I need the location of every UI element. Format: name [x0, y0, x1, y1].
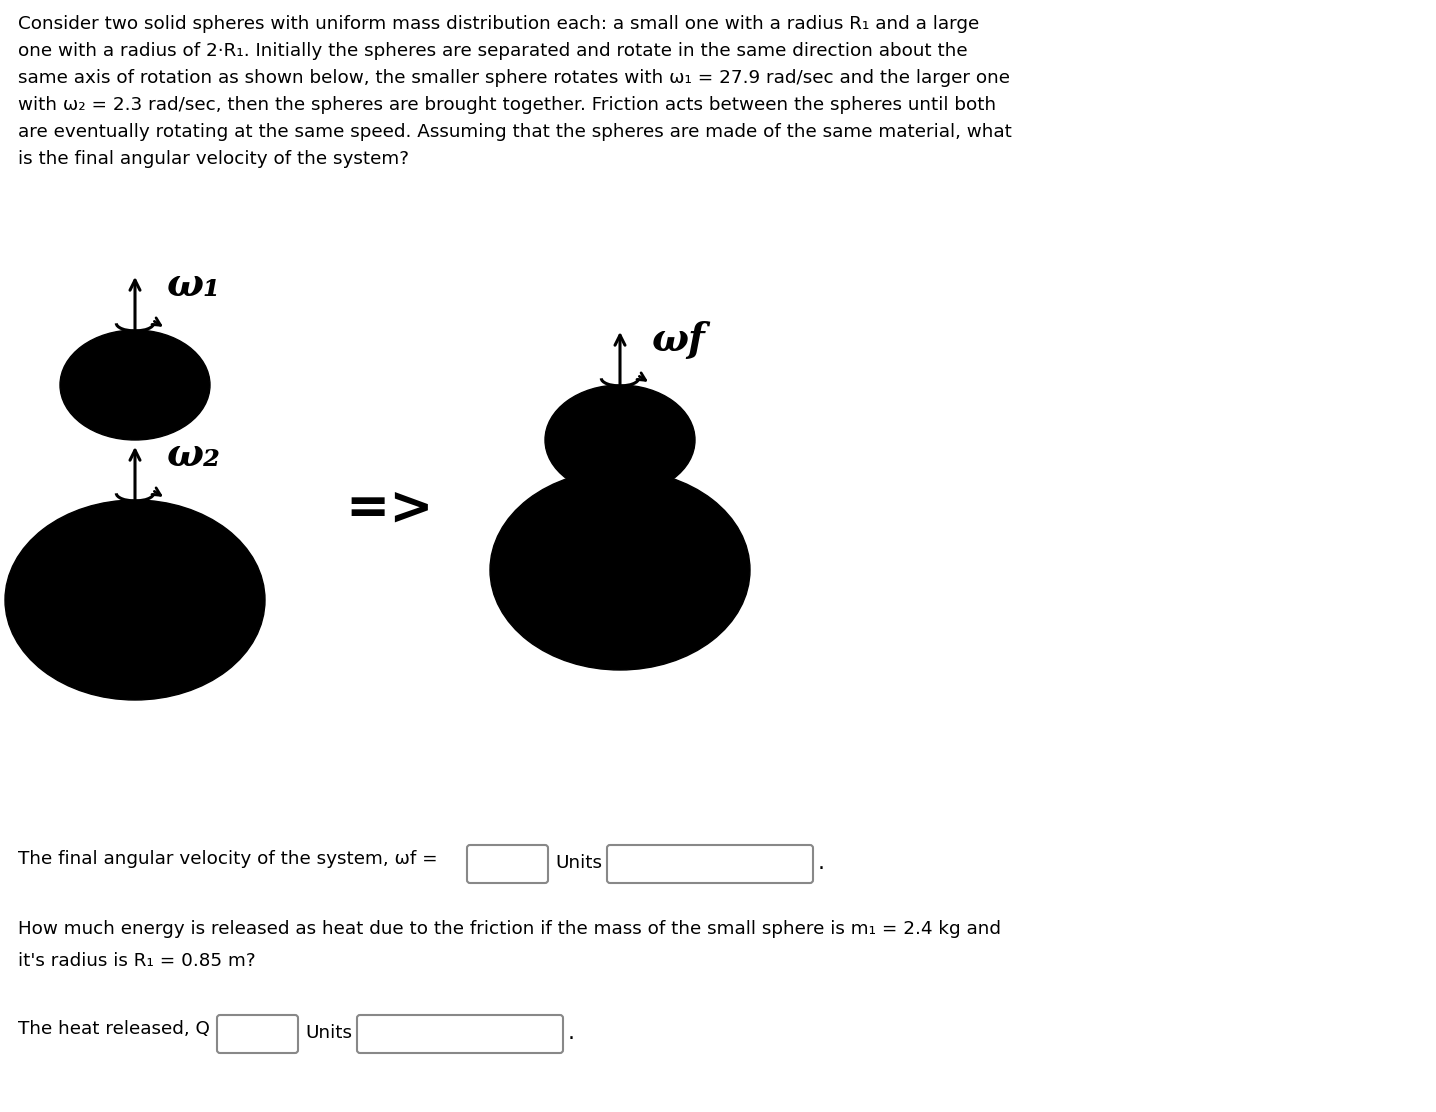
Text: =>: => [346, 484, 434, 536]
FancyBboxPatch shape [217, 1015, 299, 1053]
Text: The heat released, Q =: The heat released, Q = [19, 1020, 231, 1037]
Text: is the final angular velocity of the system?: is the final angular velocity of the sys… [19, 150, 409, 168]
Ellipse shape [60, 330, 210, 440]
Text: are eventually rotating at the same speed. Assuming that the spheres are made of: are eventually rotating at the same spee… [19, 123, 1012, 141]
Text: Consider two solid spheres with uniform mass distribution each: a small one with: Consider two solid spheres with uniform … [19, 14, 979, 33]
Ellipse shape [546, 385, 695, 495]
Text: Select an answer ∨: Select an answer ∨ [630, 854, 790, 872]
Text: one with a radius of 2·R₁. Initially the spheres are separated and rotate in the: one with a radius of 2·R₁. Initially the… [19, 42, 968, 60]
Text: it's radius is R₁ = 0.85 m?: it's radius is R₁ = 0.85 m? [19, 952, 256, 970]
Ellipse shape [490, 470, 750, 671]
Text: with ω₂ = 2.3 rad/sec, then the spheres are brought together. Friction acts betw: with ω₂ = 2.3 rad/sec, then the spheres … [19, 96, 997, 115]
Text: same axis of rotation as shown below, the smaller sphere rotates with ω₁ = 27.9 : same axis of rotation as shown below, th… [19, 69, 1010, 87]
Text: .: . [569, 1023, 574, 1043]
Text: Units: Units [554, 854, 602, 872]
Text: Select an answer ∨: Select an answer ∨ [381, 1024, 540, 1042]
Text: The final angular velocity of the system, ωf =: The final angular velocity of the system… [19, 850, 438, 868]
Text: ω₂: ω₂ [167, 436, 221, 474]
FancyBboxPatch shape [607, 845, 813, 883]
FancyBboxPatch shape [467, 845, 549, 883]
Text: How much energy is released as heat due to the friction if the mass of the small: How much energy is released as heat due … [19, 920, 1001, 939]
FancyBboxPatch shape [358, 1015, 563, 1053]
Text: .: . [819, 853, 826, 873]
Text: ωf: ωf [652, 321, 705, 359]
Text: ω₁: ω₁ [167, 266, 221, 304]
Text: Units: Units [304, 1024, 352, 1042]
Ellipse shape [4, 500, 266, 699]
